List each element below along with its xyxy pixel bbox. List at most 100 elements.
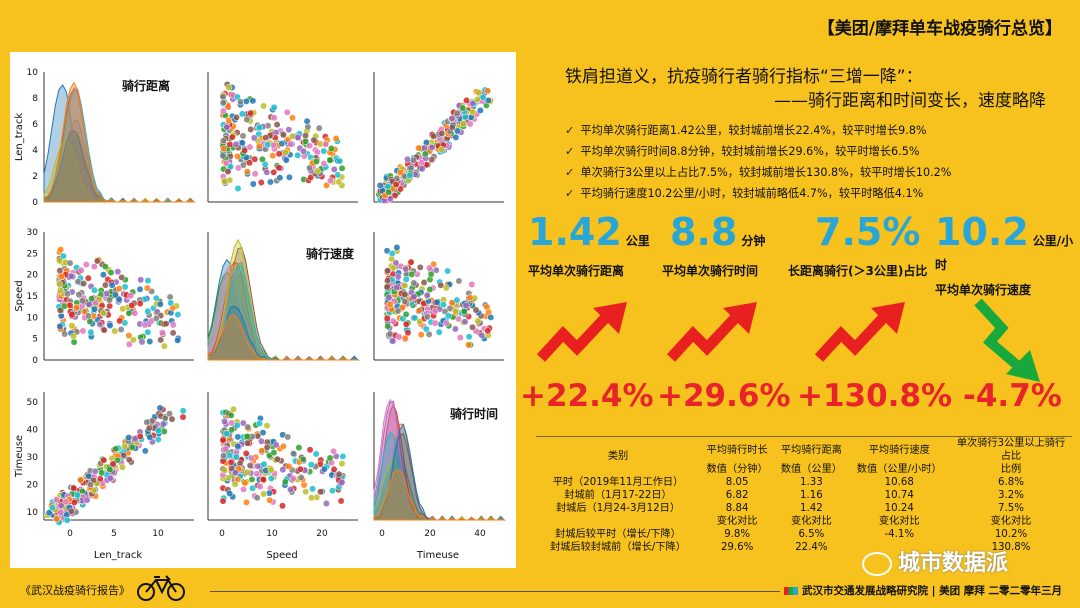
- scatter-point: [384, 322, 392, 330]
- metric-unit: 公里: [625, 234, 650, 248]
- table-cell: 130.8%: [991, 542, 1031, 553]
- check-icon: ✓: [565, 145, 575, 158]
- table-cell: 6.82: [725, 490, 749, 501]
- bullet-item: ✓ 平均单次骑行距离1.42公里，较封城前增长22.4%，较平时增长9.8%: [565, 124, 927, 137]
- scatter-point: [99, 309, 107, 317]
- scatter-point: [141, 321, 149, 329]
- scatter-point: [263, 443, 271, 451]
- scatter-point: [136, 432, 144, 440]
- tick-label: 0: [219, 529, 225, 539]
- scatter-point: [284, 433, 292, 441]
- scatter-point: [232, 140, 240, 148]
- scatter-point: [117, 326, 125, 333]
- table-cell: 1.16: [800, 490, 823, 501]
- scatter-point: [338, 478, 346, 486]
- scatter-point: [57, 246, 65, 254]
- scatter-point: [162, 320, 170, 328]
- scatter-point: [444, 312, 452, 320]
- metric-distance: 1.42 公里 平均单次骑行距离: [528, 210, 650, 279]
- scatter-point: [75, 291, 83, 299]
- scatter-point: [401, 298, 409, 305]
- scatter-point: [227, 458, 235, 466]
- scatter-point: [462, 302, 470, 310]
- scatter-point: [83, 496, 91, 504]
- scatter-point: [90, 263, 98, 271]
- scatter-point: [337, 497, 345, 505]
- scatter-point: [161, 414, 169, 422]
- scatter-point: [338, 460, 346, 468]
- scatter-point: [415, 307, 423, 314]
- tick-label: 20: [424, 529, 436, 539]
- scatter-point: [106, 322, 114, 329]
- scatter-point: [282, 148, 290, 156]
- scatter-point: [244, 439, 251, 447]
- table-cell: 数值（公里/小时）: [856, 464, 942, 475]
- scatter-point: [300, 147, 307, 155]
- scatter-point: [395, 333, 403, 341]
- scatter-point: [84, 274, 92, 282]
- scatter-point: [234, 433, 242, 441]
- scatter-point: [58, 273, 66, 281]
- scatter-point: [179, 407, 187, 415]
- scatter-point: [254, 462, 262, 470]
- scatter-point: [219, 107, 227, 115]
- scatter-point: [232, 469, 240, 477]
- scatter-point: [59, 252, 67, 260]
- scatter-point: [243, 168, 251, 176]
- scatter-point: [249, 180, 257, 188]
- scatter-point: [386, 195, 394, 203]
- scatter-point: [107, 269, 115, 277]
- scatter-point: [255, 142, 263, 150]
- metric-label: 平均单次骑行距离: [528, 264, 625, 278]
- trend-up-arrow-icon: [814, 302, 905, 362]
- scatter-point: [444, 267, 452, 275]
- scatter-point: [121, 442, 129, 450]
- metric-long-ride: 7.5% 长距离骑行(＞3公里)占比: [788, 210, 927, 279]
- scatter-point: [427, 270, 435, 278]
- scatter-point: [240, 485, 248, 493]
- scatter-point: [459, 104, 467, 112]
- scatter-point: [128, 301, 136, 309]
- scatter-point: [169, 321, 177, 329]
- scatter-point: [219, 436, 227, 444]
- trend-up-arrow-icon: [666, 302, 757, 362]
- scatter-point: [250, 134, 258, 142]
- scatter-point: [270, 449, 278, 457]
- scatter-point: [317, 488, 324, 496]
- scatter-point: [220, 145, 228, 153]
- scatter-point: [404, 155, 411, 163]
- scatter-point: [243, 116, 251, 123]
- scatter-point: [322, 500, 330, 507]
- scatter-point: [338, 164, 346, 172]
- metric-label: 长距离骑行(＞3公里)占比: [788, 264, 928, 278]
- scatter-point: [281, 478, 289, 486]
- scatter-point: [393, 284, 401, 292]
- scatter-point: [448, 114, 456, 122]
- scatter-point: [418, 159, 426, 167]
- scatter-point: [98, 469, 106, 477]
- table-cell: 平时（2019年11月工作日）: [552, 477, 684, 488]
- table-cell: -4.1%: [884, 529, 915, 540]
- table-row: 封城后较封城前（增长/下降） 29.6% 22.4% 130.8%: [536, 541, 1072, 554]
- scatter-point: [112, 445, 120, 453]
- scatter-point: [259, 476, 267, 483]
- scatter-point: [118, 463, 126, 471]
- scatter-point: [385, 188, 393, 196]
- scatter-point: [313, 167, 321, 175]
- scatter-point: [438, 130, 446, 137]
- scatter-point: [411, 314, 419, 322]
- tick-label: 0: [32, 198, 38, 208]
- scatter-point: [138, 338, 146, 346]
- scatter-point: [246, 462, 254, 469]
- trend-down-arrow-icon: [974, 298, 1040, 382]
- scatter-point: [376, 181, 384, 189]
- scatter-point: [392, 181, 400, 188]
- scatter-point: [296, 465, 304, 473]
- scatter-point: [287, 140, 294, 148]
- table-cell: 1.33: [800, 477, 823, 488]
- scatter-point: [440, 301, 447, 309]
- table-cell: 8.84: [725, 503, 749, 514]
- scatter-point: [285, 173, 293, 181]
- scatter-point: [56, 287, 64, 294]
- scatter-point: [233, 421, 241, 429]
